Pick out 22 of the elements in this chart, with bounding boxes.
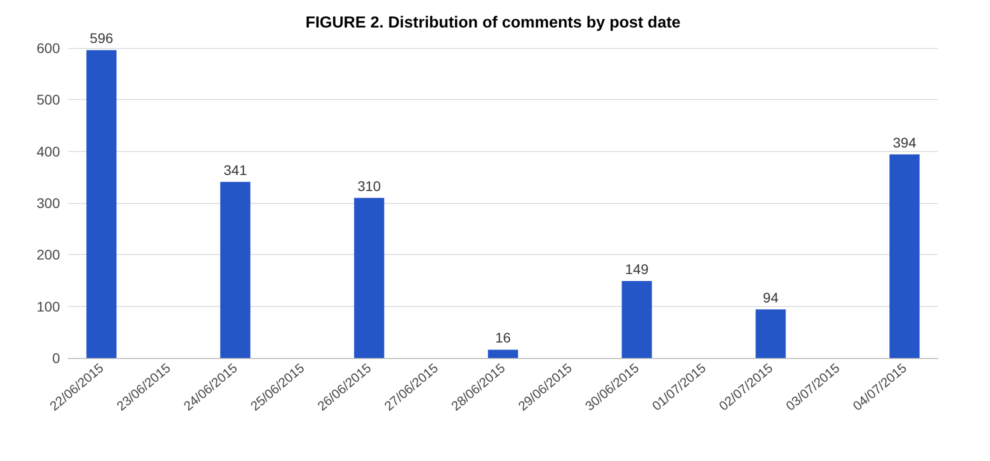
data-label: 394 [892,134,916,150]
y-tick-label: 400 [36,143,60,160]
bar [86,50,117,358]
data-label: 16 [495,330,511,346]
bar [354,198,384,358]
y-tick-label: 600 [36,40,60,56]
data-label: 341 [224,162,248,178]
data-label: 149 [625,261,649,278]
y-tick-label: 300 [36,195,60,211]
bar [622,281,652,358]
y-tick-label: 100 [36,298,60,314]
bar [220,182,250,358]
bar [889,154,920,358]
y-tick-label: 200 [36,246,60,263]
data-label: 94 [762,289,779,306]
y-tick-label: 0 [52,350,60,366]
y-tick-label: 500 [36,92,60,108]
bar [756,309,786,358]
data-label: 310 [357,178,382,194]
bar [488,350,518,358]
data-label: 596 [90,30,114,46]
chart-title: FIGURE 2. Distribution of comments by post date [305,14,681,32]
